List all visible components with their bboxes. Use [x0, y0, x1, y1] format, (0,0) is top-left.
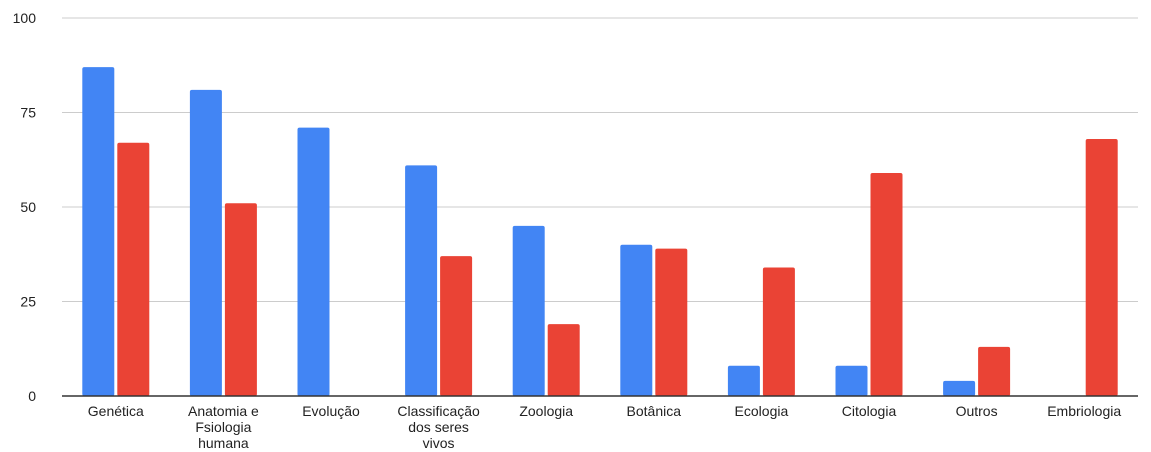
x-tick-label-line: Zoologia [519, 403, 573, 419]
y-tick-label: 50 [20, 199, 36, 215]
bar-series1-1 [189, 89, 222, 396]
bar-series1-3 [405, 165, 438, 396]
bar-series2-7 [870, 172, 903, 396]
x-tick-label: Citologia [842, 403, 897, 419]
x-tick-label-line: humana [198, 435, 249, 451]
y-tick-label: 0 [28, 388, 36, 404]
bar-series1-2 [297, 127, 330, 397]
y-tick-label: 25 [20, 294, 36, 310]
bar-series1-4 [512, 225, 545, 396]
bar-series1-6 [727, 365, 760, 396]
bar-series2-9 [1085, 138, 1118, 396]
bar-series2-5 [655, 248, 688, 396]
y-tick-label: 75 [20, 105, 36, 121]
x-tick-label: Classificação dos seres vivos [397, 403, 480, 451]
bar-series1-7 [835, 365, 868, 396]
x-tick-label: Evolução [302, 403, 360, 419]
x-tick-label-line: Classificação [397, 403, 480, 419]
bar-series2-3 [440, 256, 473, 396]
bar-series2-4 [547, 324, 580, 396]
x-tick-label-line: dos seres [408, 419, 469, 435]
x-tick-label: Ecologia [735, 403, 789, 419]
bar-series1-8 [943, 380, 976, 396]
grid-lines [62, 17, 1138, 302]
x-tick-label: Zoologia [519, 403, 573, 419]
x-axis-labels: Genética Anatomia e Fsiologia humana Evoluçã… [88, 403, 1122, 451]
x-tick-label-line: Embriologia [1047, 403, 1121, 419]
x-tick-label: Botânica [627, 403, 682, 419]
x-tick-label-line: Genética [88, 403, 144, 419]
x-tick-label-line: Fsiologia [195, 419, 251, 435]
x-tick-label-line: Ecologia [735, 403, 789, 419]
x-tick-label-line: Evolução [302, 403, 360, 419]
x-tick-label: Anatomia e Fsiologia humana [188, 403, 259, 451]
x-tick-label-line: Citologia [842, 403, 897, 419]
bar-series2-8 [978, 346, 1011, 396]
y-axis-ticks: 0 25 50 75 100 [13, 10, 37, 404]
bar-series2-6 [762, 267, 795, 396]
bar-series1-5 [620, 244, 653, 396]
x-tick-label: Outros [956, 403, 998, 419]
y-tick-label: 100 [13, 10, 37, 26]
bar-series2-1 [224, 203, 257, 396]
x-tick-label-line: Outros [956, 403, 998, 419]
bar-series1-0 [82, 67, 115, 396]
x-tick-label-line: vivos [423, 435, 455, 451]
bar-series2-0 [117, 142, 150, 396]
x-tick-label: Genética [88, 403, 144, 419]
x-tick-label-line: Botânica [627, 403, 682, 419]
x-tick-label: Embriologia [1047, 403, 1121, 419]
x-tick-label-line: Anatomia e [188, 403, 259, 419]
bars [82, 67, 1118, 397]
